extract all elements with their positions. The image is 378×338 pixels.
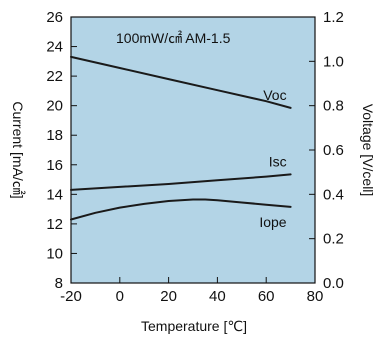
x-tick-label: 80 xyxy=(307,288,324,305)
y-left-tick-label: 8 xyxy=(55,275,63,292)
series-line-voc xyxy=(70,55,292,109)
x-tick-label: 60 xyxy=(258,288,275,305)
y-left-tick-label: 18 xyxy=(46,127,63,144)
plot-area xyxy=(70,16,316,284)
series-label-isc: Isc xyxy=(269,153,287,169)
y-left-tick-label: 22 xyxy=(46,68,63,85)
y-left-tick-label: 26 xyxy=(46,9,63,26)
y-left-tick-label: 20 xyxy=(46,98,63,115)
y-right-tick-label: 1.2 xyxy=(323,9,344,26)
y-right-tick-label: 0.0 xyxy=(323,275,344,292)
x-tick-label: 20 xyxy=(160,288,177,305)
curves xyxy=(70,55,292,221)
y-axis-right-title: Voltage [V/cell] xyxy=(360,104,376,197)
series-label-voc: Voc xyxy=(263,87,286,103)
y-left-tick-label: 10 xyxy=(46,245,63,262)
y-left-tick-label: 16 xyxy=(46,157,63,174)
x-tick-label: 40 xyxy=(209,288,226,305)
series-line-iope xyxy=(70,198,292,221)
y-left-tick-label: 14 xyxy=(46,186,63,203)
y-right-tick-label: 0.8 xyxy=(323,98,344,115)
x-tick-label: 0 xyxy=(116,288,124,305)
x-axis-title: Temperature [℃] xyxy=(141,318,247,334)
y-right-tick-label: 0.4 xyxy=(323,186,344,203)
y-axis-left-title: Current [mA/㎠] xyxy=(10,101,26,198)
y-left-tick-label: 24 xyxy=(46,39,63,56)
labels: -20 0 20 40 60 80 8 10 12 14 16 18 20 22 24 26 0.0 0.2 0.4… xyxy=(46,9,344,305)
condition-annotation: 100mW/㎠ AM-1.5 xyxy=(116,30,231,46)
y-right-tick-label: 0.2 xyxy=(323,231,344,248)
x-tick-label: -20 xyxy=(60,288,82,305)
y-right-tick-label: 1.0 xyxy=(323,53,344,70)
series-line-isc xyxy=(70,173,292,191)
y-right-tick-label: 0.6 xyxy=(323,142,344,159)
series-label-iope: Iope xyxy=(259,214,286,230)
ticks xyxy=(70,16,316,284)
y-left-tick-label: 12 xyxy=(46,216,63,233)
